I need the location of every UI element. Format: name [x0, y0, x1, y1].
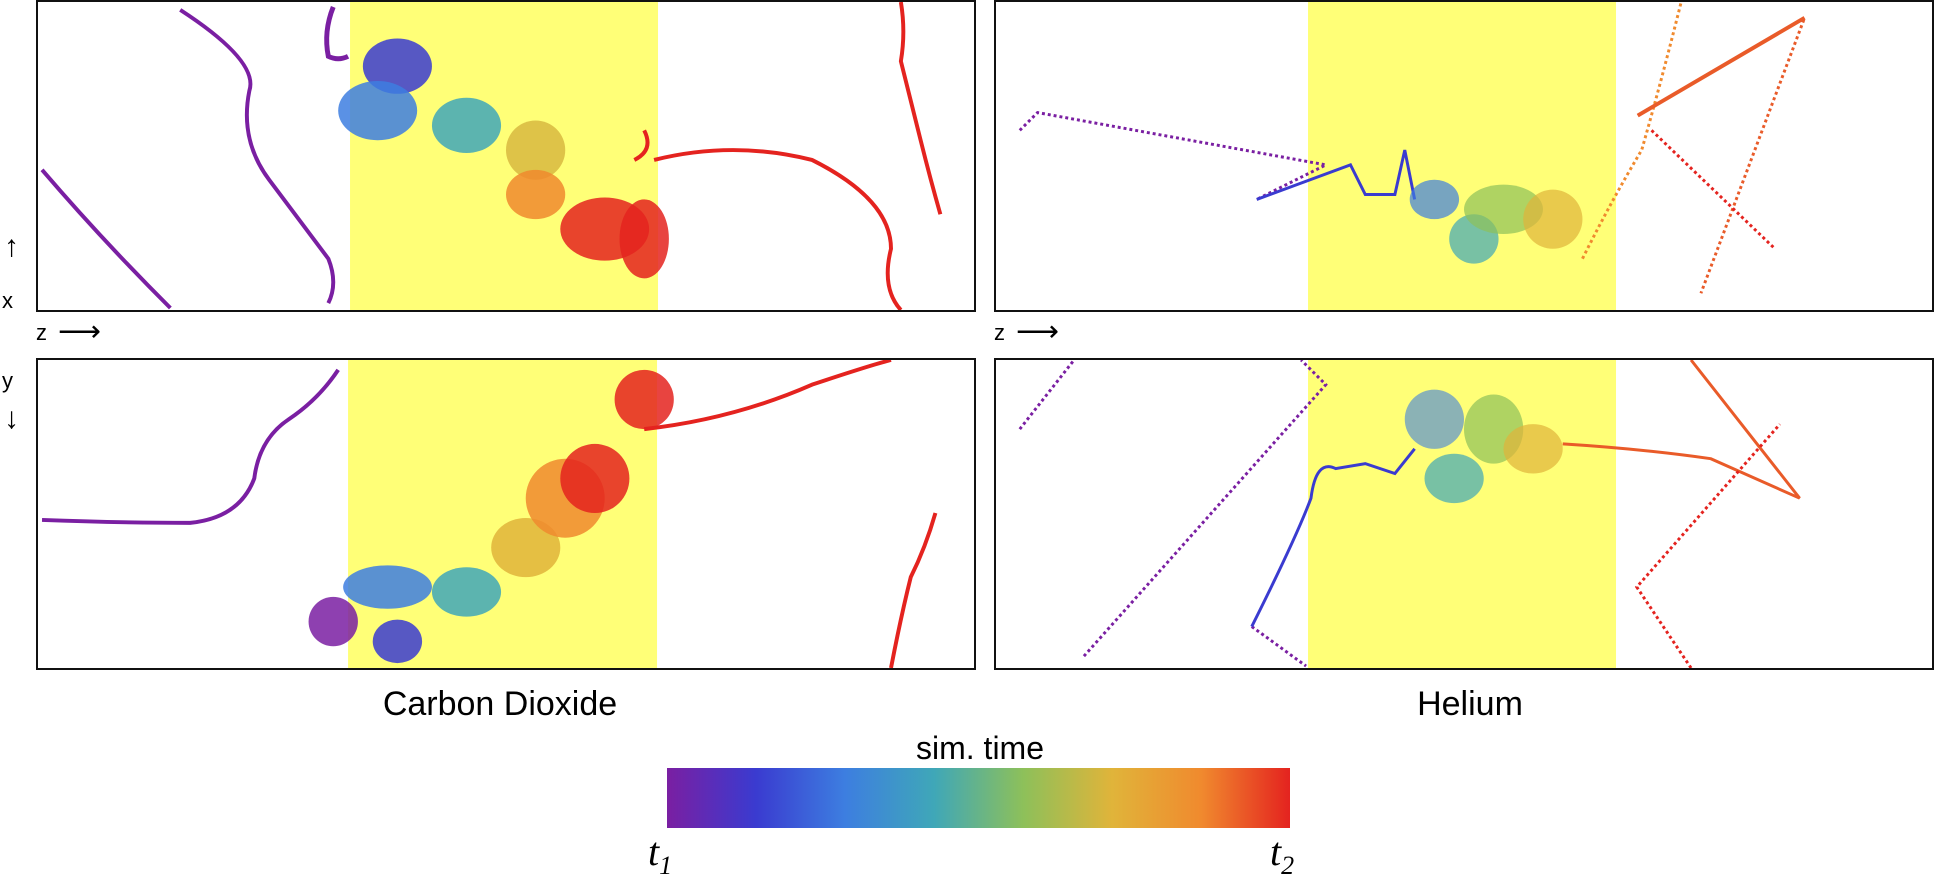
co2-yz-panel [36, 358, 976, 670]
trajectory-segment [1018, 360, 1076, 431]
trajectory-segment [41, 368, 340, 525]
y-down-arrow-icon: ↓ [4, 402, 19, 435]
colorbar-t1-label: t1 [648, 829, 673, 880]
x-up-arrow-icon: ↑ [4, 230, 19, 263]
trajectory-segment [1650, 129, 1776, 250]
co2-cluster-blue [338, 38, 669, 279]
trajectory-segment [324, 6, 350, 62]
trajectory-segment [643, 360, 892, 432]
z-axis-label-left: z [36, 320, 47, 345]
z-right-arrow-icon-right: ⟶ [1016, 315, 1060, 348]
trajectory-segment [1250, 447, 1416, 628]
helium-xz-panel [994, 0, 1934, 312]
helium-cluster-yz [1404, 389, 1563, 504]
trajectory-segment [1636, 14, 1808, 294]
co2-yz-trajectory [41, 360, 938, 668]
helium-xz-trajectory [1018, 2, 1808, 310]
trajectory-segment [1250, 625, 1307, 668]
caption-helium: Helium [1417, 685, 1523, 723]
trajectory-segment [179, 8, 336, 304]
trajectory-segment [1562, 360, 1801, 500]
slab-region [1308, 360, 1617, 668]
trajectory-segment [1636, 16, 1806, 118]
slab-region [1308, 2, 1617, 310]
co2-cluster-yz [308, 369, 674, 664]
caption-carbon-dioxide: Carbon Dioxide [382, 685, 618, 723]
x-axis-label: x [2, 288, 13, 313]
co2-xz-trajectory [40, 2, 943, 310]
trajectory-segment [889, 512, 938, 668]
trajectory-segment [1256, 149, 1417, 201]
y-axis-label: y [2, 368, 13, 393]
trajectory-segment [653, 148, 903, 310]
colorbar [667, 768, 1290, 828]
trajectory-segment [1018, 110, 1331, 201]
trajectory-segment [1082, 360, 1328, 658]
trajectory-segment [898, 2, 943, 215]
z-right-arrow-icon-left: ⟶ [58, 315, 102, 348]
helium-cluster [1409, 179, 1583, 264]
co2-xz-panel [36, 0, 976, 312]
z-axis-label-right: z [994, 320, 1005, 345]
helium-yz-panel [994, 358, 1934, 670]
trajectory-segment [40, 168, 172, 310]
colorbar-title: sim. time [916, 730, 1044, 766]
helium-yz-trajectory [1018, 360, 1801, 668]
colorbar-t2-label: t2 [1270, 829, 1295, 880]
trajectory-segment [1634, 423, 1782, 668]
slab-region [348, 360, 658, 668]
